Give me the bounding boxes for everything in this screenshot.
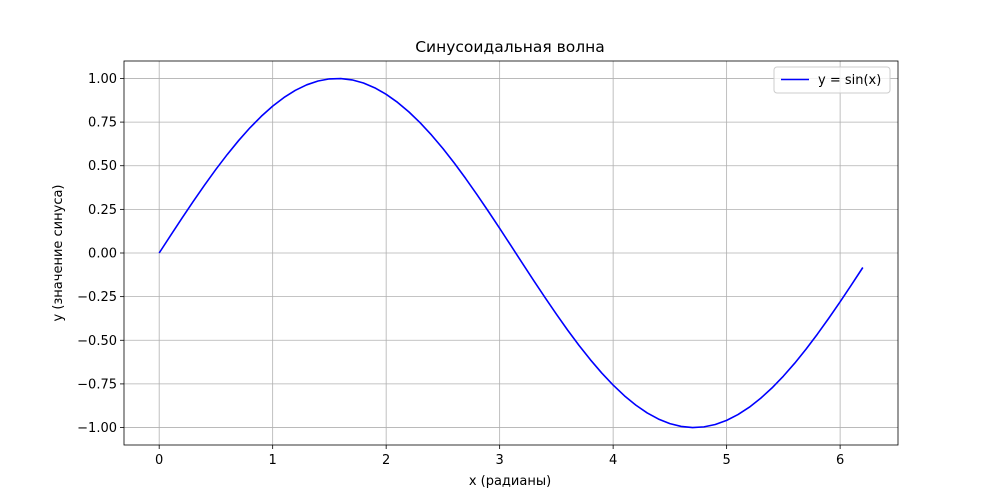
x-tick-label: 6 (836, 453, 844, 468)
x-tick-label: 5 (722, 453, 730, 468)
y-tick-label: 0.75 (88, 116, 117, 131)
legend: y = sin(x) (773, 66, 891, 94)
series-line-sin-x (158, 77, 864, 429)
y-tick-label: −1.00 (77, 421, 117, 436)
y-axis-label: y (значение синуса) (51, 184, 66, 321)
x-axis-ticks: 0 1 2 3 4 5 6 (155, 445, 844, 468)
x-tick-label: 4 (609, 453, 617, 468)
legend-label: y = sin(x) (818, 73, 881, 88)
y-tick-label: 1.00 (88, 72, 117, 87)
x-tick-label: 1 (269, 453, 277, 468)
y-tick-label: −0.50 (77, 334, 117, 349)
legend-box (773, 66, 891, 94)
y-tick-label: −0.25 (77, 290, 117, 305)
x-tick-label: 0 (155, 453, 163, 468)
y-axis-ticks: 1.00 0.75 0.50 0.25 0.00 −0.25 −0.50 −0.75 −1.00 (77, 72, 124, 436)
x-tick-label: 2 (382, 453, 390, 468)
x-axis-label: x (радианы) (469, 474, 551, 489)
y-tick-label: 0.50 (88, 159, 117, 174)
x-tick-label: 3 (496, 453, 504, 468)
chart-title: Синусоидальная волна (415, 38, 605, 56)
y-tick-label: 0.00 (88, 247, 117, 262)
y-tick-label: 0.25 (88, 203, 117, 218)
grid (124, 61, 898, 445)
y-tick-label: −0.75 (77, 377, 117, 392)
